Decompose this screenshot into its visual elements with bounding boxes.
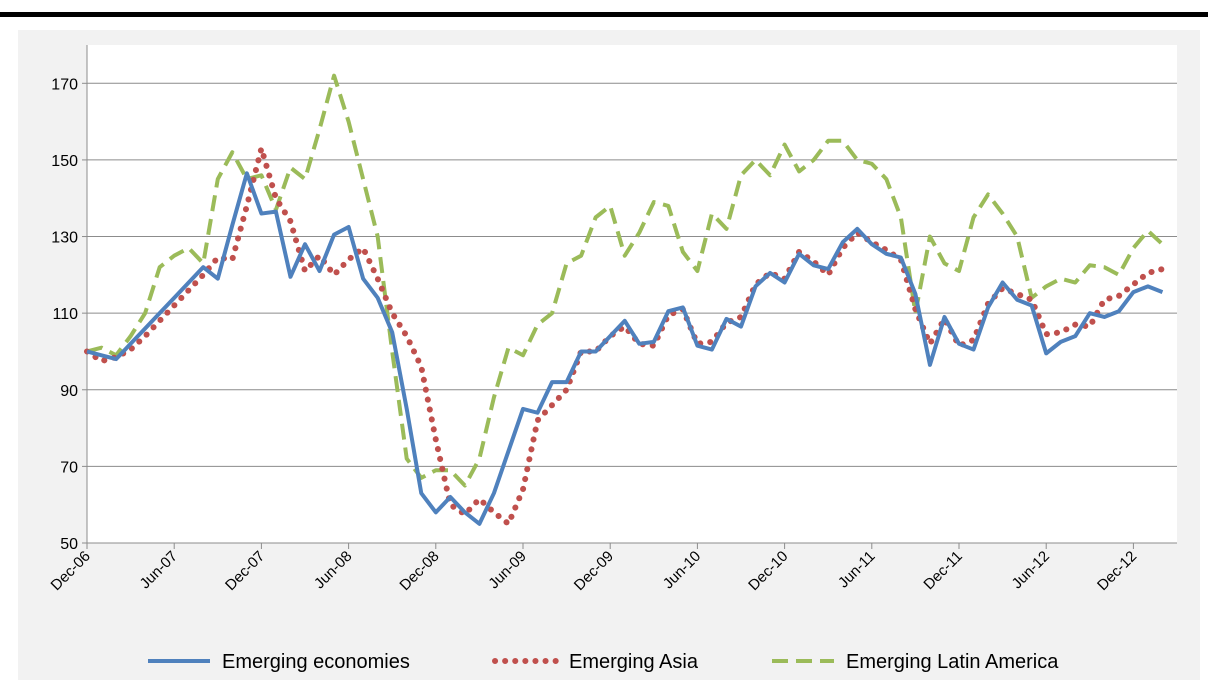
legend-label: Emerging economies — [222, 651, 410, 673]
y-tick-label: 150 — [51, 153, 78, 170]
y-tick-label: 50 — [60, 536, 78, 553]
y-tick-label: 130 — [51, 230, 78, 247]
top-rule — [0, 12, 1208, 17]
y-tick-label: 90 — [60, 383, 78, 400]
y-tick-label: 170 — [51, 76, 78, 93]
legend-label: Emerging Asia — [569, 651, 699, 673]
legend-label: Emerging Latin America — [846, 651, 1059, 673]
series-line — [86, 171, 1164, 526]
series-line — [86, 73, 1164, 488]
y-tick-label: 110 — [52, 306, 78, 323]
y-tick-label: 70 — [60, 459, 78, 476]
